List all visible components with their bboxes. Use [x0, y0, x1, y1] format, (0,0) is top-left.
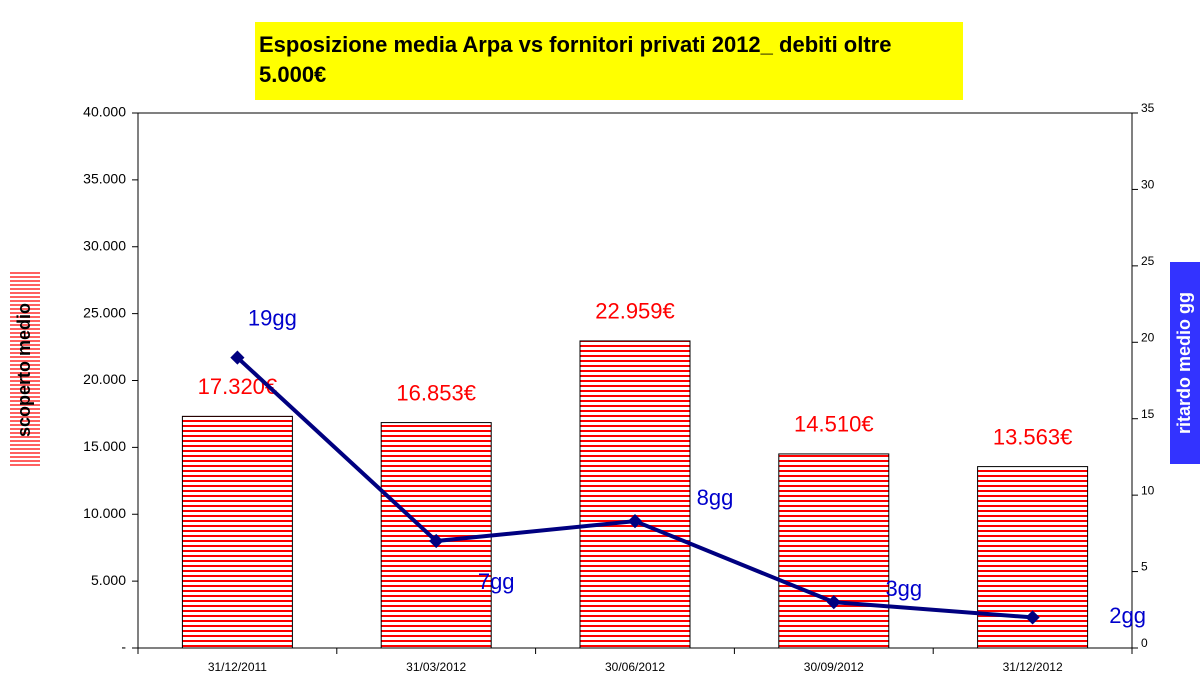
bar-value-label: 22.959€: [595, 299, 675, 324]
y2-tick-label: 35: [1141, 101, 1155, 115]
bar-value-label: 17.320€: [198, 374, 278, 399]
chart-title: Esposizione media Arpa vs fornitori priv…: [255, 22, 963, 100]
y2-tick-label: 25: [1141, 254, 1155, 268]
bar: [181, 415, 293, 649]
y-tick-label: 35.000: [83, 171, 126, 187]
y2-tick-label: 20: [1141, 330, 1155, 344]
line-marker: [1025, 610, 1040, 625]
bar-value-label: 16.853€: [396, 380, 476, 405]
line-value-label: 8gg: [697, 485, 734, 510]
y2-tick-label: 30: [1141, 178, 1155, 192]
line-value-label: 2gg: [1109, 603, 1146, 628]
line-value-label: 7gg: [478, 569, 515, 594]
x-tick-label: 31/03/2012: [406, 660, 466, 674]
y-tick-label: -: [121, 639, 126, 655]
line-marker: [826, 595, 841, 610]
line-marker: [627, 514, 643, 529]
y2-tick-label: 15: [1141, 407, 1155, 421]
bar-value-label: 13.563€: [993, 424, 1073, 449]
line-marker: [230, 350, 245, 365]
y-axis-label: scoperto medio: [14, 303, 34, 437]
y-tick-label: 15.000: [83, 438, 126, 454]
y-tick-label: 10.000: [83, 505, 126, 521]
y-tick-label: 40.000: [83, 104, 126, 120]
x-tick-label: 31/12/2011: [208, 660, 267, 674]
x-tick-label: 31/12/2012: [1003, 660, 1063, 674]
y2-label-bg: [1170, 262, 1200, 464]
y2-tick-label: 10: [1141, 483, 1155, 497]
line-value-label: 19gg: [248, 305, 297, 330]
y2-tick-label: 5: [1141, 560, 1148, 574]
line-value-label: 3gg: [885, 576, 922, 601]
y-tick-label: 5.000: [91, 572, 126, 588]
y-tick-label: 25.000: [83, 304, 126, 320]
y-tick-label: 30.000: [83, 237, 126, 253]
y2-tick-label: 0: [1141, 636, 1148, 650]
line-marker: [429, 533, 444, 549]
y2-axis-label: ritardo medio gg: [1174, 292, 1194, 434]
bar: [778, 453, 890, 649]
y-tick-label: 20.000: [83, 371, 126, 387]
x-tick-label: 30/09/2012: [804, 660, 864, 674]
bar: [579, 340, 691, 649]
y-label-bg: [10, 272, 40, 468]
bar-value-label: 14.510€: [794, 412, 874, 437]
x-tick-label: 30/06/2012: [605, 660, 665, 674]
